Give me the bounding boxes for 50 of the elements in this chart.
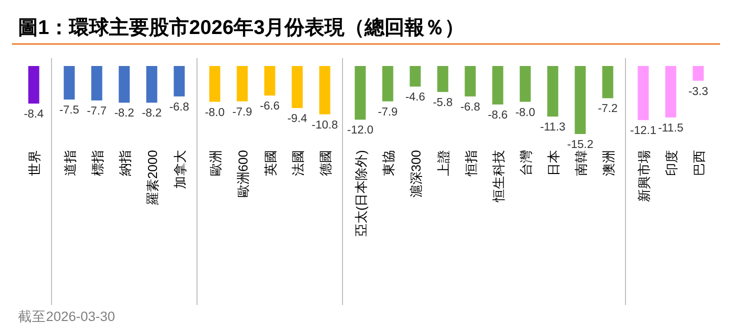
x-tick-label: 東協 <box>380 150 396 176</box>
data-label: -7.5 <box>59 104 80 117</box>
x-tick-label: 日本 <box>546 150 561 176</box>
data-label: -9.4 <box>287 113 308 126</box>
x-tick-label: 印度 <box>664 150 679 176</box>
data-label: -3.3 <box>688 86 708 98</box>
data-label: -6.8 <box>460 101 480 114</box>
chart-title: 圖1：環球主要股市2026年3月份表現（總回報％） <box>18 16 465 39</box>
data-label: -8.0 <box>204 106 225 119</box>
data-label: -12.1 <box>630 125 656 138</box>
text: 截至2026-03-30 <box>18 309 116 324</box>
x-tick-label: 歐洲 <box>208 150 223 176</box>
x-tick-label: 羅素2000 <box>144 150 160 205</box>
x-tick-label: 台灣 <box>518 150 534 176</box>
data-label: -8.2 <box>142 108 162 120</box>
data-label: -8.6 <box>488 109 508 122</box>
x-tick-label: 巴西 <box>691 150 706 176</box>
data-label: -7.2 <box>598 103 618 116</box>
data-label: -8.2 <box>114 108 134 120</box>
x-tick-label: 南韓 <box>573 150 588 176</box>
data-label: -10.8 <box>312 119 338 132</box>
x-tick-label: 標指 <box>90 150 105 176</box>
x-tick-label: 納指 <box>117 150 132 176</box>
x-tick-label: 德國 <box>318 150 333 176</box>
x-tick-label: 上證 <box>436 150 451 176</box>
data-label: -7.9 <box>378 106 398 118</box>
data-label: -11.3 <box>540 122 566 134</box>
x-tick-label: 道指 <box>62 150 78 176</box>
data-label: -8.4 <box>24 108 44 121</box>
x-tick-label: 世界 <box>26 150 42 176</box>
x-tick-label: 加拿大 <box>172 150 188 189</box>
x-tick-label: 歐洲600 <box>235 150 250 198</box>
data-label: -7.7 <box>86 105 107 118</box>
x-tick-label: 英國 <box>262 150 278 176</box>
data-label: -4.6 <box>405 92 426 104</box>
data-label: -6.6 <box>260 100 280 113</box>
data-label: -7.9 <box>232 106 252 118</box>
x-tick-label: 亞太(日本除外) <box>353 150 368 237</box>
x-tick-label: 法國 <box>290 150 306 176</box>
x-tick-label: 恒生科技 <box>490 150 506 203</box>
data-label: -11.5 <box>658 122 684 134</box>
data-label: -5.8 <box>432 96 453 109</box>
x-tick-label: 恒指 <box>463 150 478 177</box>
data-label: -15.2 <box>567 139 594 151</box>
data-label: -12.0 <box>347 124 374 137</box>
data-label: -8.0 <box>515 106 536 119</box>
x-tick-label: 新興市場 <box>636 150 652 202</box>
x-tick-label: 滬深300 <box>408 150 424 198</box>
x-tick-label: 澳洲 <box>600 150 616 176</box>
data-label: -6.8 <box>169 101 190 114</box>
